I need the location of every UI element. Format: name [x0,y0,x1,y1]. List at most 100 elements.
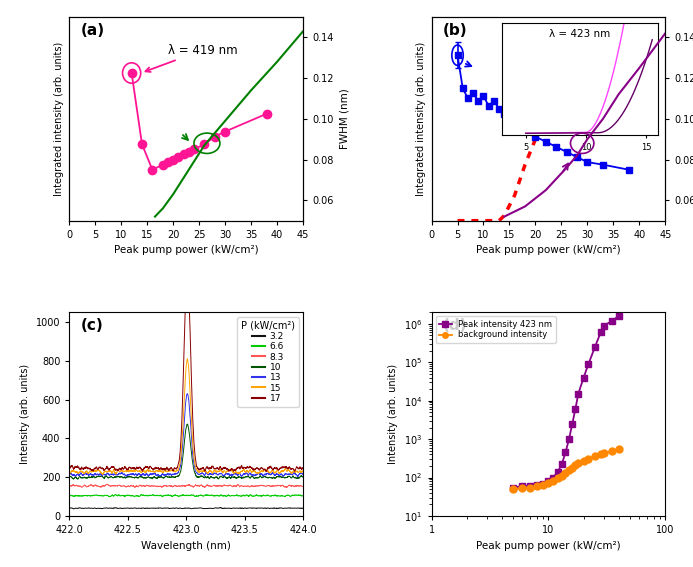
Text: λ = 419 nm: λ = 419 nm [146,44,238,72]
15 [299,468,307,475]
10 [183,421,191,428]
Text: (c): (c) [81,319,104,333]
6.6 [292,492,301,498]
8.3 [131,484,139,491]
background intensity [590,453,599,460]
X-axis label: Wavelength (nm): Wavelength (nm) [141,540,231,551]
10 [77,475,85,481]
Peak intensity 423 nm [518,483,527,489]
background intensity [509,486,518,493]
17 [262,468,270,475]
15 [77,468,85,475]
8.3 [292,483,301,489]
Line: 8.3: 8.3 [69,484,303,488]
background intensity [574,459,582,466]
15 [249,468,258,475]
15 [183,356,191,362]
10 [292,475,301,482]
8.3 [249,483,258,489]
background intensity [554,475,562,482]
Y-axis label: Intensity (arb. units): Intensity (arb. units) [20,364,30,464]
17 [299,464,307,471]
17 [65,465,73,472]
Peak intensity 423 nm [608,318,616,324]
Line: 13: 13 [69,394,303,477]
Peak intensity 423 nm [579,374,588,381]
3.2 [249,505,258,511]
background intensity [597,451,605,458]
6.6 [179,492,187,498]
Peak intensity 423 nm [568,421,577,428]
X-axis label: Peak pump power (kW/cm²): Peak pump power (kW/cm²) [114,246,258,255]
10 [299,474,307,481]
background intensity [526,484,534,491]
Line: 17: 17 [69,272,303,472]
background intensity [608,447,616,454]
6.6 [173,492,181,499]
Peak intensity 423 nm [574,391,582,397]
Peak intensity 423 nm [509,484,518,491]
Peak intensity 423 nm [554,468,562,475]
Peak intensity 423 nm [561,449,570,456]
15 [98,471,107,478]
background intensity [533,483,541,489]
13 [299,472,307,479]
X-axis label: Peak pump power (kW/cm²): Peak pump power (kW/cm²) [476,246,621,255]
Line: 15: 15 [69,359,303,475]
8.3 [299,483,307,490]
Peak intensity 423 nm [558,461,566,468]
Text: (b): (b) [444,23,468,38]
Y-axis label: FWHM (nm): FWHM (nm) [339,88,349,149]
Y-axis label: Integrated intensity (arb. units): Integrated intensity (arb. units) [54,42,64,196]
8.3 [103,481,111,488]
Legend: Peak intensity 423 nm, background intensity: Peak intensity 423 nm, background intens… [436,316,556,343]
background intensity [544,480,552,486]
Line: 10: 10 [69,424,303,479]
15 [292,468,301,475]
Line: 3.2: 3.2 [69,507,303,509]
3.2 [216,504,225,511]
Peak intensity 423 nm [539,480,547,487]
10 [292,475,301,482]
background intensity [568,464,577,471]
8.3 [292,483,301,489]
17 [249,466,258,473]
6.6 [77,493,85,500]
10 [69,476,78,483]
Peak intensity 423 nm [615,312,623,319]
6.6 [249,493,258,500]
17 [292,464,301,471]
Line: background intensity: background intensity [510,446,622,493]
background intensity [561,470,570,477]
6.6 [130,493,139,500]
15 [179,420,187,427]
6.6 [65,492,73,499]
13 [294,473,302,480]
3.2 [292,505,301,511]
3.2 [299,505,307,511]
background intensity [518,485,527,492]
Peak intensity 423 nm [571,406,579,413]
Peak intensity 423 nm [565,435,573,442]
6.6 [112,491,120,498]
3.2 [69,506,78,513]
Y-axis label: Intensity (arb. units): Intensity (arb. units) [389,364,398,464]
8.3 [65,483,73,489]
Peak intensity 423 nm [533,481,541,488]
17 [179,384,187,391]
15 [65,468,73,475]
background intensity [579,458,588,464]
6.6 [292,492,301,498]
6.6 [299,492,307,499]
3.2 [77,505,85,511]
Peak intensity 423 nm [600,322,608,329]
X-axis label: Peak pump power (kW/cm²): Peak pump power (kW/cm²) [476,540,621,551]
13 [179,437,187,444]
background intensity [600,450,608,456]
Text: (a): (a) [81,23,105,38]
Line: 6.6: 6.6 [69,494,303,497]
13 [249,472,258,479]
10 [65,473,73,480]
3.2 [292,505,301,511]
background intensity [584,455,593,462]
